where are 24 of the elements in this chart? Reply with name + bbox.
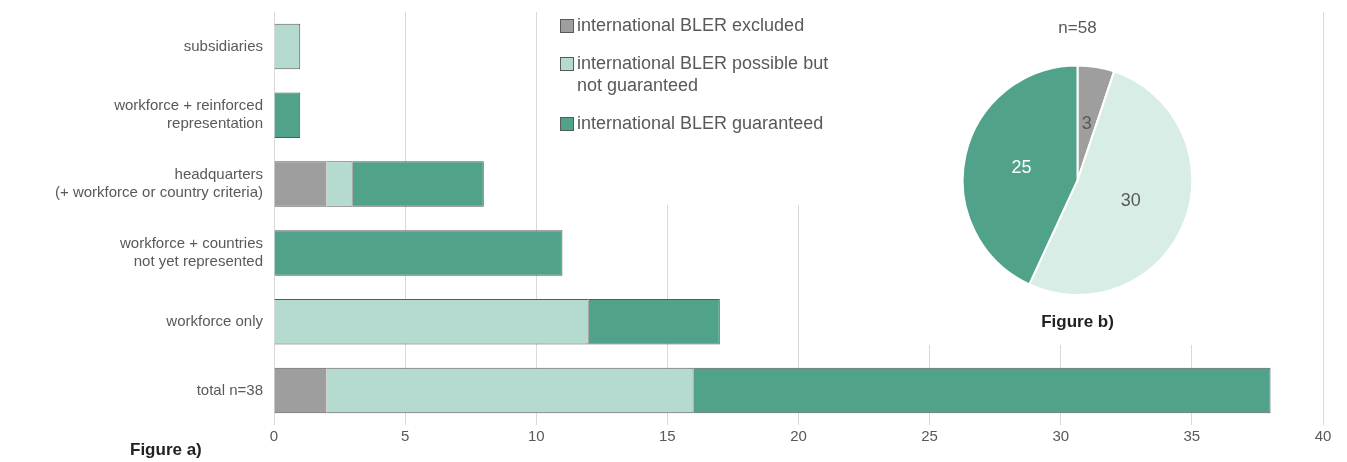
x-tick-label: 10 [527, 427, 545, 445]
x-tick-label: 0 [269, 427, 279, 445]
data-label: 3 [1081, 112, 1092, 133]
data-label: 25 [1011, 156, 1032, 177]
legend-label: international BLER guaranteed [577, 112, 825, 134]
y-tick-label: workforce only [165, 311, 264, 329]
text: Figure a) [130, 440, 202, 460]
y-tick-label: subsidiaries [183, 36, 263, 54]
x-tick-label: 40 [1314, 427, 1332, 445]
legend-label: international BLER excluded [577, 14, 806, 36]
y-tick-label: workforce + countries not yet represented [119, 234, 263, 270]
y-tick-label: headquarters (+ workforce or country criteria) [55, 165, 263, 201]
x-tick-label: 25 [921, 427, 938, 445]
annotation: Figure b) [1040, 312, 1115, 332]
x-tick-label: 15 [659, 427, 676, 445]
x-tick-label: 5 [400, 427, 410, 445]
data-label: 30 [1120, 190, 1141, 211]
y-tick-label: total n=38 [196, 380, 263, 398]
x-tick-label: 20 [790, 427, 807, 445]
y-tick-label: workforce + reinforced representation [113, 96, 263, 132]
x-tick-label: 30 [1052, 427, 1070, 445]
x-tick-label: 35 [1183, 427, 1201, 445]
legend-label: international BLER possible but not guaranteed [577, 52, 830, 96]
chart-title: n=58 [1058, 17, 1097, 37]
